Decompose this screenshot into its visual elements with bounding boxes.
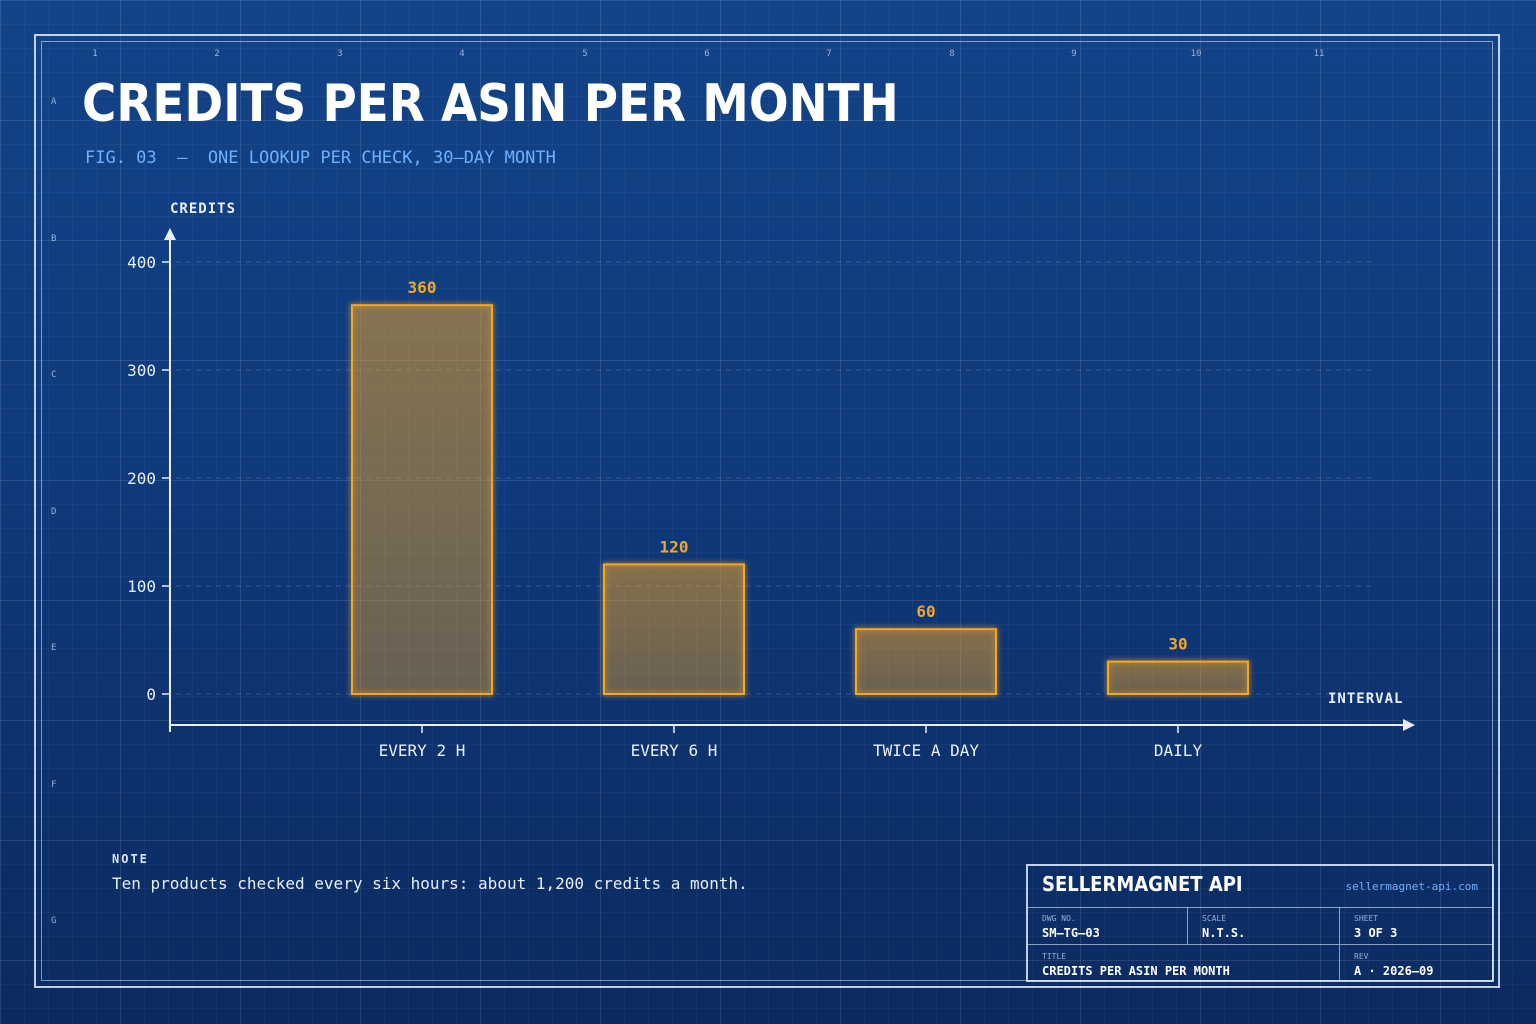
y-tick-label: 300 xyxy=(127,361,156,380)
zone-row-label: G xyxy=(51,916,57,926)
zone-col-label: 1 xyxy=(92,49,98,59)
zone-col-label: 3 xyxy=(337,49,343,59)
dwg-no-caption: DWG NO. xyxy=(1042,914,1076,923)
scale-cell: SCALE N.T.S. xyxy=(1188,907,1340,945)
bar-value-label: 360 xyxy=(408,278,437,297)
y-tick-label: 200 xyxy=(127,469,156,488)
zone-row-label: D xyxy=(51,507,57,517)
bar xyxy=(603,563,745,696)
zone-col-label: 7 xyxy=(826,49,832,59)
bar-value-label: 60 xyxy=(916,602,935,621)
x-tick-label: DAILY xyxy=(1154,741,1203,760)
zone-col-label: 11 xyxy=(1313,49,1325,59)
note-text: Ten products checked every six hours: ab… xyxy=(112,874,748,893)
zone-col-label: 5 xyxy=(582,49,588,59)
dwg-no-value: SM–TG–03 xyxy=(1042,926,1100,940)
zone-row-label: C xyxy=(51,370,57,380)
brand-url: sellermagnet-api.com xyxy=(1345,880,1478,893)
title-value: CREDITS PER ASIN PER MONTH xyxy=(1042,964,1230,978)
bars xyxy=(351,304,1249,696)
bar xyxy=(855,628,997,696)
bar-value-label: 120 xyxy=(660,537,689,556)
axes xyxy=(162,228,1415,733)
x-axis-arrow xyxy=(1403,719,1415,731)
y-axis-label: CREDITS xyxy=(170,201,237,217)
rev-caption: REV xyxy=(1354,952,1369,961)
chart-labels: 0 100 200 300 400 360 EVERY 2 H 120 EVERY 6 H 60 T… xyxy=(127,253,1202,760)
zone-row-label: E xyxy=(51,643,57,653)
bar-value-label: 30 xyxy=(1168,635,1187,654)
zone-col-label: 10 xyxy=(1190,49,1202,59)
note-heading: NOTE xyxy=(112,852,149,866)
zone-col-label: 6 xyxy=(704,49,710,59)
x-tick-label: TWICE A DAY xyxy=(873,741,979,760)
title-block: SELLERMAGNET API sellermagnet-api.com DW… xyxy=(1026,864,1494,982)
zone-col-label: 9 xyxy=(1071,49,1077,59)
x-axis-label: INTERVAL xyxy=(1328,691,1404,707)
rev-cell: REV A · 2026–09 xyxy=(1340,945,1492,981)
sheet-value: 3 OF 3 xyxy=(1354,926,1398,940)
rev-value: A · 2026–09 xyxy=(1354,964,1434,978)
brand-name: SELLERMAGNET API xyxy=(1042,872,1243,896)
zone-col-label: 2 xyxy=(214,49,220,59)
y-tick-label: 100 xyxy=(127,577,156,596)
zone-col-label: 8 xyxy=(949,49,955,59)
sheet-caption: SHEET xyxy=(1354,914,1379,923)
drawing-border-outer xyxy=(34,34,1500,988)
drawing-border-inner xyxy=(41,41,1493,981)
zone-col-label: 4 xyxy=(459,49,465,59)
scale-value: N.T.S. xyxy=(1202,926,1246,940)
title-caption: TITLE xyxy=(1042,952,1067,961)
dwg-no-cell: DWG NO. SM–TG–03 xyxy=(1028,907,1188,945)
y-tick-label: 400 xyxy=(127,253,156,272)
x-tick-label: EVERY 6 H xyxy=(631,741,718,760)
zone-row-label: F xyxy=(51,780,57,790)
zone-row-label: A xyxy=(51,97,57,107)
chart-title: CREDITS PER ASIN PER MONTH xyxy=(82,74,899,134)
title-cell: TITLE CREDITS PER ASIN PER MONTH xyxy=(1028,945,1340,981)
chart-subtitle: FIG. 03 — ONE LOOKUP PER CHECK, 30–DAY M… xyxy=(85,148,556,168)
bar xyxy=(1107,660,1249,695)
x-tick-label: EVERY 2 H xyxy=(379,741,466,760)
scale-caption: SCALE xyxy=(1202,914,1227,923)
bar xyxy=(351,304,493,695)
sheet-cell: SHEET 3 OF 3 xyxy=(1340,907,1492,945)
y-axis-arrow xyxy=(164,228,176,240)
title-block-header: SELLERMAGNET API sellermagnet-api.com xyxy=(1028,866,1492,908)
y-tick-label: 0 xyxy=(146,685,156,704)
zone-row-label: B xyxy=(51,234,57,244)
